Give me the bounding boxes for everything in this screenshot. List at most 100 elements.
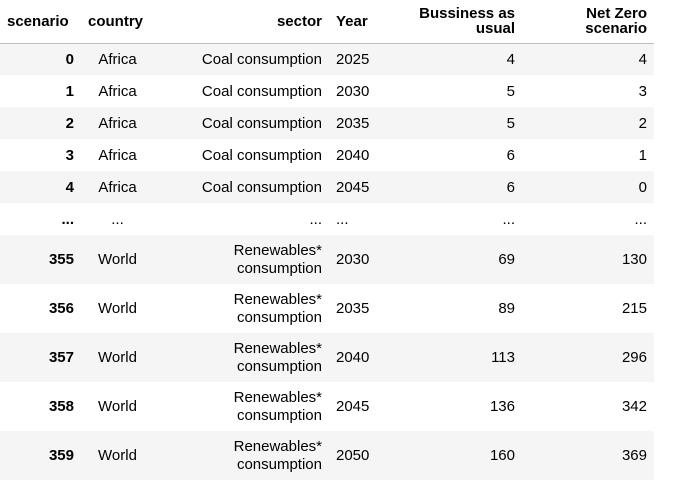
cell-sector: Renewables* consumption [154, 382, 329, 431]
cell-net-zero: 2 [638, 114, 647, 132]
row-index: 2 [65, 114, 74, 132]
row-index: 1 [65, 82, 74, 100]
row-index: 356 [48, 300, 74, 317]
cell-sector-line: Coal consumption [201, 178, 322, 196]
table-row: 4 Africa Coal consumption 2045 6 0 [0, 171, 654, 203]
header-nz-line-2: scenario [585, 20, 647, 38]
cell-year: 2035 [336, 300, 370, 317]
header-country: country [81, 0, 154, 44]
cell-country: Africa [98, 178, 137, 196]
cell-sector-line: Coal consumption [201, 50, 322, 68]
cell-country: Africa [98, 114, 137, 132]
table-row: 356 World Renewables* consumption 2035 89 215 [0, 284, 654, 333]
cell-bau: 5 [506, 114, 515, 132]
header-scenario: scenario [0, 0, 81, 44]
header-sector: sector [154, 0, 329, 44]
header-net-zero: Net Zero scenario [522, 0, 654, 44]
cell-sector-line: Renewables* [233, 388, 322, 406]
cell-sector-line: ... [309, 210, 322, 228]
cell-year: 2045 [336, 398, 370, 415]
table-row: .................. [0, 203, 654, 235]
header-bau-line-1: Bussiness as [419, 5, 515, 23]
cell-bau: 6 [506, 178, 515, 196]
cell-sector-line: consumption [236, 357, 322, 375]
table-row: 355 World Renewables* consumption 2030 69 130 [0, 235, 654, 284]
cell-country: World [98, 300, 137, 317]
cell-year: 2025 [336, 50, 370, 68]
cell-year: 2030 [336, 82, 370, 100]
cell-country: World [98, 447, 137, 464]
header-bau-line-2: usual [475, 20, 515, 38]
cell-sector: Coal consumption [154, 107, 329, 139]
cell-net-zero: 130 [621, 251, 647, 268]
table-row: 3 Africa Coal consumption 2040 6 1 [0, 139, 654, 171]
cell-country: Africa [98, 50, 137, 68]
cell-net-zero: 4 [638, 50, 647, 68]
cell-net-zero: 215 [621, 300, 647, 317]
cell-sector-line: Coal consumption [201, 146, 322, 164]
cell-net-zero: ... [634, 210, 647, 228]
cell-year: 2030 [336, 251, 370, 268]
dataframe-table: scenario country sector Year Bussiness a… [0, 0, 654, 480]
cell-sector-line: consumption [236, 308, 322, 326]
cell-sector-line: consumption [236, 406, 322, 424]
row-index: 0 [65, 50, 74, 68]
cell-country: World [98, 398, 137, 415]
cell-year: ... [336, 210, 349, 228]
cell-bau: 160 [489, 447, 515, 464]
row-index: 355 [48, 251, 74, 268]
cell-sector: Renewables* consumption [154, 431, 329, 480]
table-header: scenario country sector Year Bussiness a… [0, 0, 654, 44]
cell-sector-line: Coal consumption [201, 114, 322, 132]
header-row: scenario country sector Year Bussiness a… [0, 0, 654, 44]
row-index: 3 [65, 146, 74, 164]
cell-bau: 69 [498, 251, 515, 268]
cell-sector-line: Renewables* [233, 339, 322, 357]
row-index: 4 [65, 178, 74, 196]
cell-bau: ... [502, 210, 515, 228]
cell-net-zero: 369 [621, 447, 647, 464]
row-index: 357 [48, 349, 74, 366]
cell-country: ... [111, 210, 124, 228]
cell-sector: Coal consumption [154, 75, 329, 107]
cell-sector: ... [154, 203, 329, 235]
cell-sector-line: consumption [236, 259, 322, 277]
cell-sector-line: consumption [236, 455, 322, 473]
cell-sector: Renewables* consumption [154, 333, 329, 382]
cell-country: World [98, 349, 137, 366]
cell-sector: Coal consumption [154, 43, 329, 75]
table-row: 1 Africa Coal consumption 2030 5 3 [0, 75, 654, 107]
cell-sector-line: Coal consumption [201, 82, 322, 100]
table-row: 2 Africa Coal consumption 2035 5 2 [0, 107, 654, 139]
cell-net-zero: 1 [638, 146, 647, 164]
row-index: 358 [48, 398, 74, 415]
table-body: 0 Africa Coal consumption 2025 4 4 1 Africa Coal… [0, 43, 654, 480]
cell-country: World [98, 251, 137, 268]
header-year: Year [329, 0, 377, 44]
cell-bau: 6 [506, 146, 515, 164]
cell-bau: 4 [506, 50, 515, 68]
cell-sector-line: Renewables* [233, 290, 322, 308]
table-row: 357 World Renewables* consumption 2040 113 296 [0, 333, 654, 382]
cell-country: Africa [98, 82, 137, 100]
header-bau: Bussiness as usual [377, 0, 522, 44]
row-index: 359 [48, 447, 74, 464]
cell-bau: 136 [489, 398, 515, 415]
cell-year: 2040 [336, 349, 370, 366]
table-row: 358 World Renewables* consumption 2045 136 342 [0, 382, 654, 431]
row-index: ... [61, 210, 74, 228]
cell-sector: Coal consumption [154, 139, 329, 171]
cell-country: Africa [98, 146, 137, 164]
cell-year: 2045 [336, 178, 370, 196]
cell-net-zero: 296 [621, 349, 647, 366]
cell-net-zero: 3 [638, 82, 647, 100]
table-row: 359 World Renewables* consumption 2050 160 369 [0, 431, 654, 480]
cell-net-zero: 0 [638, 178, 647, 196]
cell-year: 2035 [336, 114, 370, 132]
cell-bau: 89 [498, 300, 515, 317]
cell-year: 2040 [336, 146, 370, 164]
header-nz-line-1: Net Zero [586, 5, 647, 23]
table-row: 0 Africa Coal consumption 2025 4 4 [0, 43, 654, 75]
cell-year: 2050 [336, 447, 370, 464]
cell-sector: Renewables* consumption [154, 235, 329, 284]
